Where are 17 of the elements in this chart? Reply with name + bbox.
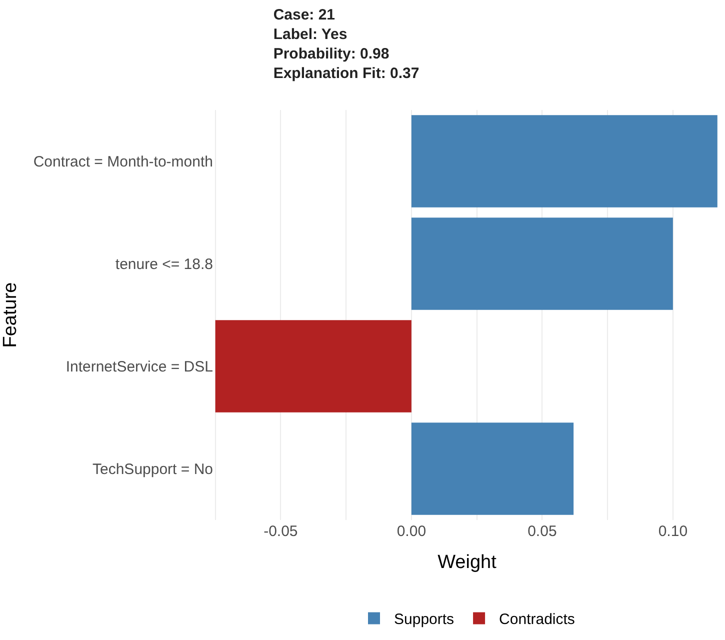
y-tick-label: Contract = Month-to-month (33, 154, 213, 170)
x-tick-label: 0.05 (528, 523, 557, 540)
bar (411, 422, 574, 515)
legend-label: Contradicts (499, 611, 575, 628)
x-tick-label: -0.05 (264, 523, 298, 540)
y-tick-label: tenure <= 18.8 (115, 256, 213, 273)
chart-title: Case: 21 Label: Yes Probability: 0.98 Explanation Fit: 0.37 (273, 6, 420, 82)
x-tick-label: 0.00 (396, 523, 426, 540)
x-tick-label: 0.10 (658, 523, 688, 540)
y-tick-label: InternetService = DSL (66, 358, 213, 376)
bar (215, 320, 412, 412)
bar (411, 115, 718, 208)
y-axis-title: Feature (0, 282, 21, 348)
x-axis-title: Weight (438, 552, 498, 573)
bar (411, 218, 673, 310)
y-tick-label: TechSupport = No (92, 461, 213, 478)
legend-label: Supports (394, 611, 454, 628)
